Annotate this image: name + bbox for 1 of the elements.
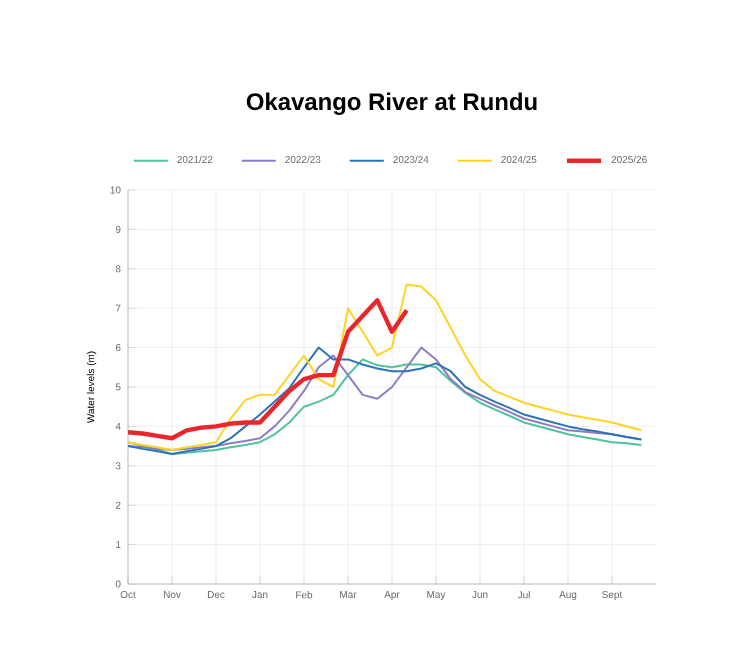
chart-title: Okavango River at Rundu bbox=[246, 92, 537, 115]
